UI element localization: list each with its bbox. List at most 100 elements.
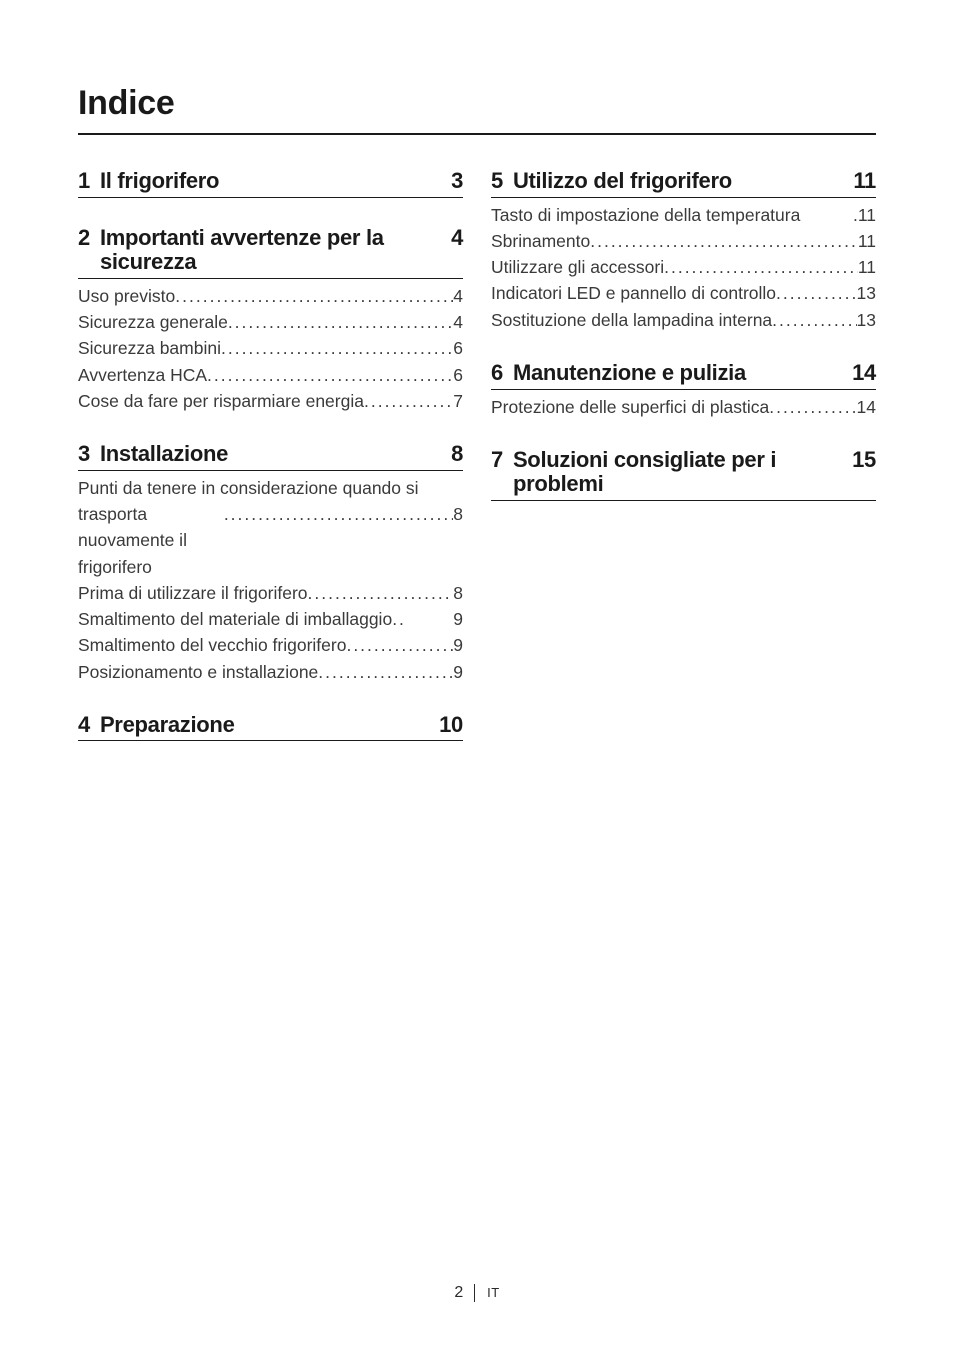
toc-entry: Avvertenza HCA..........................… (78, 362, 463, 388)
toc-entry: Sicurezza generale......................… (78, 309, 463, 335)
toc-entry-label: trasporta nuovamente il frigorifero (78, 501, 224, 580)
toc-entry-label: Sicurezza bambini (78, 335, 221, 361)
footer-lang: IT (487, 1285, 500, 1300)
toc-section: 1 Il frigorifero 3 (78, 169, 463, 198)
dot-leader: ........................................… (221, 335, 453, 361)
toc-entry-list: Protezione delle superfici di plastica..… (491, 394, 876, 420)
toc-entry: Sicurezza bambini.......................… (78, 335, 463, 361)
toc-section: 2 Importanti avvertenze per la sicurezza 4… (78, 226, 463, 415)
toc-entry-page: 11 (858, 228, 876, 254)
toc-entry: Indicatori LED e pannello di controllo..… (491, 280, 876, 306)
toc-section-page: 15 (852, 448, 876, 473)
toc-entry-list: Tasto di impostazione della temperatura.… (491, 202, 876, 333)
toc-section: 7 Soluzioni consigliate per i problemi 15 (491, 448, 876, 501)
toc-entry: Posizionamento e installazione..........… (78, 659, 463, 685)
toc-entry-label: Tasto di impostazione della temperatura (491, 202, 853, 228)
toc-section-number: 4 (78, 713, 90, 738)
toc-entry-label: Sostituzione della lampadina interna (491, 307, 772, 333)
toc-section-heading: 6 Manutenzione e pulizia 14 (491, 361, 876, 390)
toc-section-label: Preparazione (100, 713, 429, 738)
toc-entry: Smaltimento del materiale di imballaggio… (78, 606, 463, 632)
toc-section-heading: 4 Preparazione 10 (78, 713, 463, 742)
toc-entry-page: 11 (858, 254, 876, 280)
toc-entry-label: Avvertenza HCA (78, 362, 207, 388)
toc-entry-page: 13 (857, 307, 876, 333)
toc-section-heading: 7 Soluzioni consigliate per i problemi 15 (491, 448, 876, 501)
toc-entry-label: Punti da tenere in considerazione quando… (78, 475, 463, 501)
toc-entry: Cose da fare per risparmiare energia....… (78, 388, 463, 414)
toc-section-number: 6 (491, 361, 503, 386)
toc-section-number: 2 (78, 226, 90, 251)
dot-leader: ........................................… (664, 254, 858, 280)
toc-entry: Utilizzare gli accessori................… (491, 254, 876, 280)
toc-section-heading: 3Installazione8 (78, 442, 463, 471)
dot-leader: ........................................… (224, 501, 453, 527)
dot-leader: ........................................… (772, 307, 856, 333)
toc-section-heading: 1 Il frigorifero 3 (78, 169, 463, 198)
toc-entry: Prima di utilizzare il frigorifero......… (78, 580, 463, 606)
toc-entry: Tasto di impostazione della temperatura.… (491, 202, 876, 228)
toc-entry-list: Uso previsto............................… (78, 283, 463, 414)
toc-columns: 1 Il frigorifero 3 2 Importanti avvertenze p… (78, 169, 876, 769)
dot-leader: ........................................… (776, 280, 856, 306)
toc-entry: Smaltimento del vecchio frigorifero.....… (78, 632, 463, 658)
dot-leader: .. (392, 606, 453, 632)
toc-entry-page: 13 (857, 280, 876, 306)
toc-entry-page: 14 (857, 394, 876, 420)
toc-section-page: 14 (852, 361, 876, 386)
toc-section-heading: 5Utilizzo del frigorifero11 (491, 169, 876, 198)
toc-entry-label: Smaltimento del vecchio frigorifero (78, 632, 346, 658)
toc-entry-label: Protezione delle superfici di plastica (491, 394, 769, 420)
toc-entry-page: 6 (453, 335, 463, 361)
dot-leader: ........................................… (308, 580, 454, 606)
toc-section-page: 10 (439, 713, 463, 738)
dot-leader: ........................................… (175, 283, 453, 309)
toc-entry: Sostituzione della lampadina interna....… (491, 307, 876, 333)
toc-section-label: Soluzioni consigliate per i problemi (513, 448, 842, 497)
toc-entry-page: 6 (453, 362, 463, 388)
toc-entry-page: 9 (453, 659, 463, 685)
toc-section-number: 7 (491, 448, 503, 473)
toc-entry-page: 7 (453, 388, 463, 414)
toc-entry-page: 8 (453, 580, 463, 606)
toc-section: 4 Preparazione 10 (78, 713, 463, 742)
toc-column-left: 1 Il frigorifero 3 2 Importanti avvertenze p… (78, 169, 463, 769)
toc-entry-label: Utilizzare gli accessori (491, 254, 664, 280)
toc-section-label: Il frigorifero (100, 169, 441, 194)
toc-section: 5Utilizzo del frigorifero11 Tasto di impo… (491, 169, 876, 333)
toc-section-label: Manutenzione e pulizia (513, 361, 842, 386)
toc-entry-label: Prima di utilizzare il frigorifero (78, 580, 308, 606)
toc-column-right: 5Utilizzo del frigorifero11 Tasto di impo… (491, 169, 876, 769)
toc-entry-label: Sicurezza generale (78, 309, 228, 335)
toc-entry: Punti da tenere in considerazione quando… (78, 475, 463, 580)
toc-section-page: 8 (451, 442, 463, 467)
toc-section-page: 11 (853, 169, 876, 194)
toc-section: 6Manutenzione e pulizia14Protezione dell… (491, 361, 876, 420)
toc-section-page: 3 (451, 169, 463, 194)
toc-entry-list: Punti da tenere in considerazione quando… (78, 475, 463, 685)
footer-divider (474, 1284, 475, 1302)
dot-leader: ........................................… (228, 309, 453, 335)
dot-leader: ........................................… (346, 632, 453, 658)
toc-entry-label: Sbrinamento (491, 228, 590, 254)
dot-leader: ........................................… (318, 659, 453, 685)
toc-section-number: 1 (78, 169, 90, 194)
toc-entry-label: Cose da fare per risparmiare energia (78, 388, 364, 414)
page-number: 2 (454, 1284, 463, 1301)
toc-entry-page: 9 (453, 606, 463, 632)
dot-leader: ........................................… (769, 394, 856, 420)
dot-leader: ........................................… (364, 388, 453, 414)
toc-entry-page: 4 (453, 309, 463, 335)
toc-entry-label: Uso previsto (78, 283, 175, 309)
toc-entry-label: Posizionamento e installazione (78, 659, 318, 685)
toc-section-page: 4 (451, 226, 463, 251)
toc-entry-label: Smaltimento del materiale di imballaggio (78, 606, 392, 632)
dot-leader: ........................................… (207, 362, 453, 388)
toc-entry-page: .11 (853, 202, 876, 228)
toc-entry-page: 9 (453, 632, 463, 658)
toc-section-heading: 2 Importanti avvertenze per la sicurezza 4 (78, 226, 463, 279)
dot-leader: ........................................… (590, 228, 858, 254)
toc-entry: Uso previsto............................… (78, 283, 463, 309)
toc-section-label: Importanti avvertenze per la sicurezza (100, 226, 441, 275)
toc-section-number: 3 (78, 442, 90, 467)
